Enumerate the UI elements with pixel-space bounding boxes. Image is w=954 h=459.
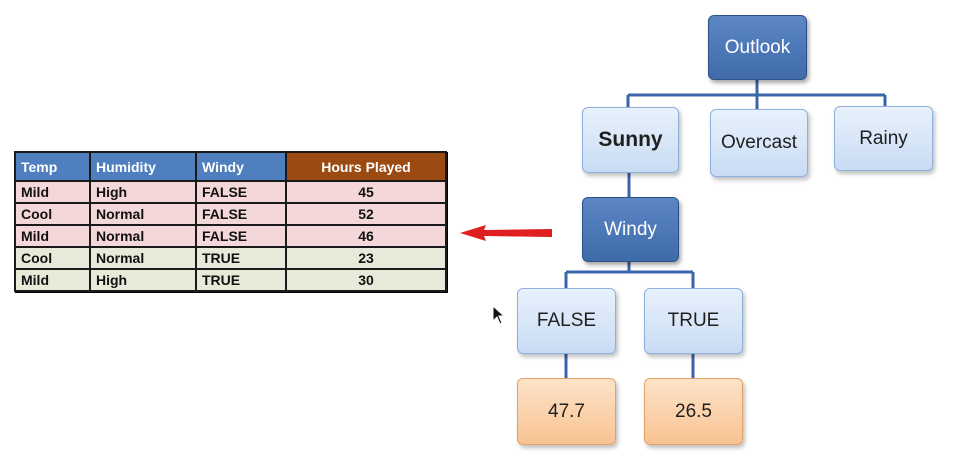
cell-humidity: High (89, 268, 197, 292)
cell-temp: Mild (14, 180, 91, 204)
cell-windy: FALSE (195, 224, 287, 248)
cell-humidity: Normal (89, 246, 197, 270)
cell-temp: Cool (14, 246, 91, 270)
cell-hours-played: 45 (285, 180, 447, 204)
cell-temp: Mild (14, 224, 91, 248)
table-row: Mild Normal FALSE 46 (14, 224, 447, 248)
cell-windy: TRUE (195, 246, 287, 270)
table-row: Mild High TRUE 30 (14, 268, 447, 292)
cell-humidity: Normal (89, 202, 197, 226)
cell-hours-played: 46 (285, 224, 447, 248)
cell-temp: Cool (14, 202, 91, 226)
left-arrow-icon (460, 225, 552, 241)
leaf-true-value: 26.5 (644, 378, 743, 445)
table-row: Cool Normal FALSE 52 (14, 202, 447, 226)
column-header-windy: Windy (195, 151, 287, 182)
data-table: Temp Humidity Windy Hours Played Mild Hi… (14, 151, 447, 292)
node-outlook: Outlook (708, 15, 807, 80)
node-windy: Windy (582, 197, 679, 262)
cell-windy: TRUE (195, 268, 287, 292)
node-sunny: Sunny (582, 107, 679, 173)
cell-hours-played: 23 (285, 246, 447, 270)
mouse-cursor-icon (492, 305, 506, 325)
column-header-humidity: Humidity (89, 151, 197, 182)
cell-windy: FALSE (195, 202, 287, 226)
column-header-temp: Temp (14, 151, 91, 182)
cell-hours-played: 30 (285, 268, 447, 292)
leaf-false-value: 47.7 (517, 378, 616, 445)
table-row: Mild High FALSE 45 (14, 180, 447, 204)
cell-temp: Mild (14, 268, 91, 292)
table-header-row: Temp Humidity Windy Hours Played (14, 151, 447, 182)
table-row: Cool Normal TRUE 23 (14, 246, 447, 270)
node-false: FALSE (517, 288, 616, 354)
node-true: TRUE (644, 288, 743, 354)
cell-humidity: Normal (89, 224, 197, 248)
column-header-hours-played: Hours Played (285, 151, 447, 182)
cell-hours-played: 52 (285, 202, 447, 226)
cell-windy: FALSE (195, 180, 287, 204)
cell-humidity: High (89, 180, 197, 204)
node-overcast: Overcast (710, 109, 808, 177)
node-rainy: Rainy (834, 106, 933, 171)
